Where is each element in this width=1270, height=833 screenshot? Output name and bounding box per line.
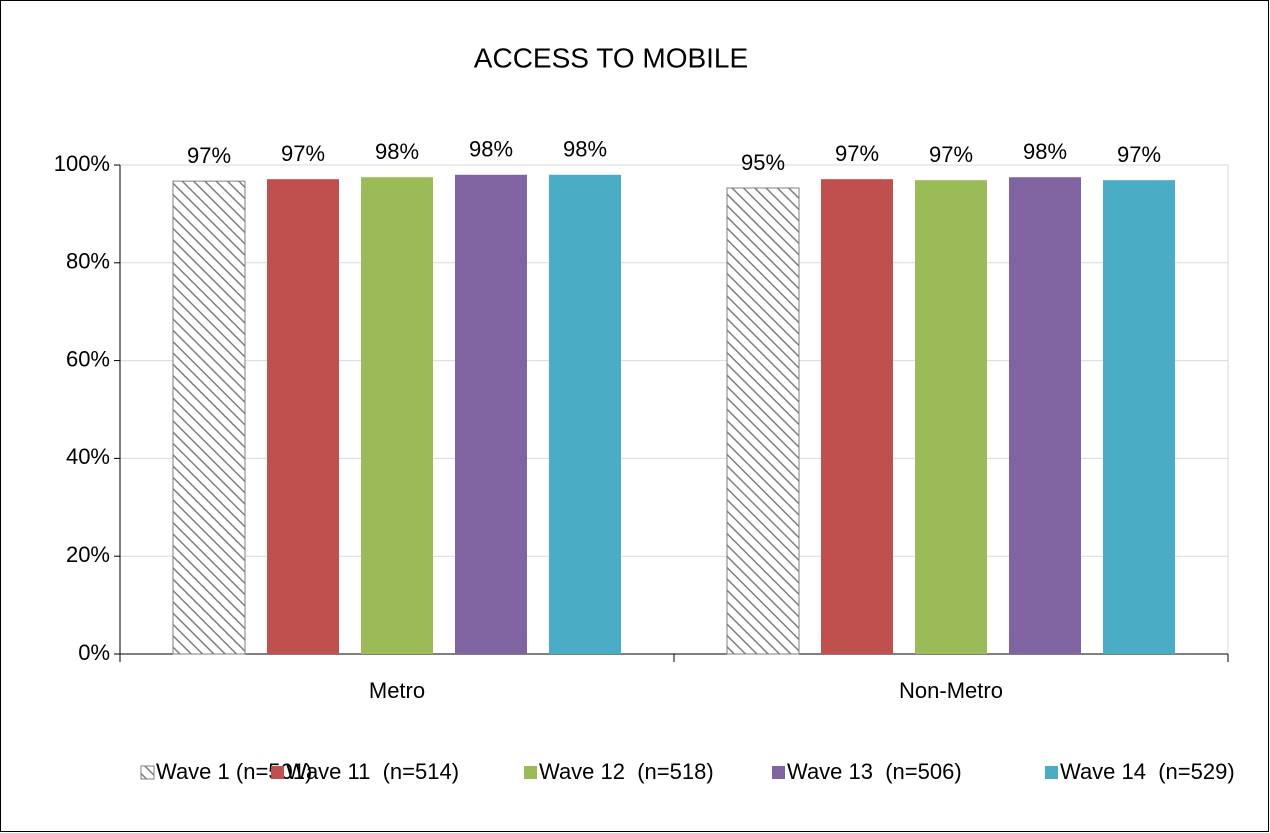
data-label: 97% (929, 142, 973, 167)
legend-label: Wave 12 (n=518) (539, 759, 714, 784)
y-tick-label: 60% (66, 346, 110, 371)
legend-swatch (1045, 766, 1058, 779)
legend-label: Wave 11 (n=514) (286, 759, 459, 784)
bar (1103, 180, 1175, 654)
x-tick-label: Metro (369, 678, 425, 703)
data-label: 95% (741, 150, 785, 175)
legend-label: Wave 1 (n=501) (156, 759, 312, 784)
legend-swatch (271, 766, 284, 779)
y-tick-label: 20% (66, 542, 110, 567)
legend-swatch (772, 766, 785, 779)
data-label: 98% (469, 137, 513, 162)
bar (549, 174, 621, 654)
data-label: 98% (1023, 139, 1067, 164)
data-label: 97% (835, 141, 879, 166)
y-tick-label: 80% (66, 249, 110, 274)
y-tick-label: 40% (66, 444, 110, 469)
y-tick-label: 100% (54, 151, 110, 176)
bar (172, 180, 246, 655)
legend-swatch (140, 765, 155, 780)
bar (455, 174, 527, 654)
data-label: 97% (187, 143, 231, 168)
legend-label: Wave 13 (n=506) (787, 759, 962, 784)
legend-label: Wave 14 (n=529) (1060, 759, 1235, 784)
data-label: 98% (375, 139, 419, 164)
bar (915, 180, 987, 654)
bar (726, 187, 800, 655)
x-tick-label: Non-Metro (899, 678, 1003, 703)
data-label: 98% (563, 137, 607, 162)
bar (1009, 177, 1081, 654)
bar (821, 179, 893, 654)
data-label: 97% (1117, 142, 1161, 167)
bar (361, 177, 433, 654)
y-tick-label: 0% (78, 640, 110, 665)
legend-swatch (524, 766, 537, 779)
bar (267, 179, 339, 654)
chart-title: ACCESS TO MOBILE (474, 42, 748, 73)
data-label: 97% (281, 141, 325, 166)
